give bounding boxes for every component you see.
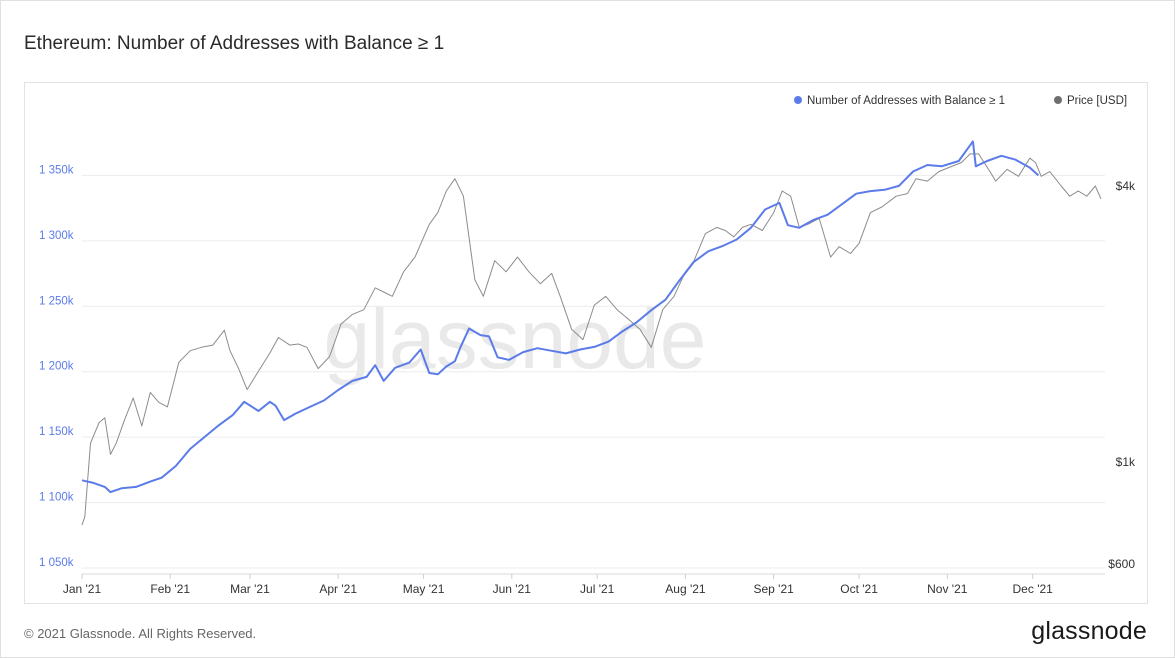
left-axis-tick-label: 1 100k [39, 492, 74, 504]
series-layer [81, 140, 1102, 526]
x-axis: Jan '21 Feb '21 Mar '21 Apr '21 May '21 Jun '… [63, 573, 1105, 596]
glassnode-logo: glassnode [1031, 617, 1147, 645]
right-axis: $600 $1k $4k [1108, 179, 1136, 571]
x-axis-tick-label: Feb '21 [150, 582, 190, 596]
x-axis-tick-label: Apr '21 [319, 582, 357, 596]
x-axis-tick-label: Dec '21 [1013, 582, 1054, 596]
left-axis-tick-label: 1 350k [39, 164, 74, 176]
copyright-text: © 2021 Glassnode. All Rights Reserved. [24, 626, 257, 641]
x-axis-tick-label: Mar '21 [230, 582, 270, 596]
chart-panel: glassnode 1 050k 1 100k 1 150k 1 200k 1 250k… [24, 82, 1148, 604]
right-axis-tick-label: $4k [1116, 179, 1136, 193]
left-axis-tick-label: 1 050k [39, 557, 74, 569]
right-axis-tick-label: $1k [1116, 455, 1136, 469]
left-axis-tick-label: 1 250k [39, 295, 74, 307]
x-axis-tick-label: Nov '21 [927, 582, 968, 596]
page-title: Ethereum: Number of Addresses with Balan… [24, 33, 445, 54]
left-axis: 1 050k 1 100k 1 150k 1 200k 1 250k 1 300k 1 35… [39, 164, 74, 569]
legend-price-marker [1054, 96, 1062, 104]
left-axis-tick-label: 1 200k [39, 361, 74, 373]
legend-price-label: Price [USD] [1067, 95, 1127, 107]
watermark: glassnode [324, 292, 707, 386]
x-axis-tick-label: Oct '21 [840, 582, 878, 596]
x-axis-tick-label: Jun '21 [493, 582, 532, 596]
x-axis-tick-label: Jan '21 [63, 582, 102, 596]
right-axis-tick-label: $600 [1108, 557, 1135, 571]
price-usd-line [81, 153, 1102, 526]
legend-addresses-marker [794, 96, 802, 104]
x-axis-tick-label: Aug '21 [665, 582, 706, 596]
addresses-balance-line [81, 140, 1040, 494]
x-axis-tick-label: May '21 [403, 582, 445, 596]
legend-addresses-label: Number of Addresses with Balance ≥ 1 [807, 95, 1005, 107]
left-axis-tick-label: 1 150k [39, 426, 74, 438]
left-axis-tick-label: 1 300k [39, 230, 74, 242]
x-axis-tick-label: Jul '21 [580, 582, 615, 596]
x-axis-tick-label: Sep '21 [754, 582, 795, 596]
chart-svg: glassnode 1 050k 1 100k 1 150k 1 200k 1 250k… [39, 95, 1136, 596]
legend[interactable]: Number of Addresses with Balance ≥ 1 Pric… [794, 95, 1127, 107]
